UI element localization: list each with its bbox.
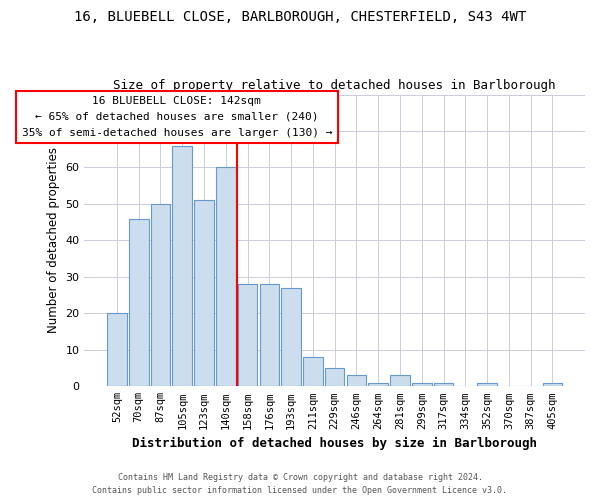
Bar (303, 357, 323, 386)
Bar (390, 376, 410, 386)
Y-axis label: Number of detached properties: Number of detached properties (47, 148, 60, 334)
Text: Contains HM Land Registry data © Crown copyright and database right 2024.
Contai: Contains HM Land Registry data © Crown c… (92, 474, 508, 495)
Bar (216, 168, 236, 386)
Bar (368, 382, 388, 386)
Bar (325, 368, 344, 386)
Bar (434, 382, 454, 386)
Bar (542, 382, 562, 386)
Bar (281, 288, 301, 386)
Bar (478, 382, 497, 386)
Bar (238, 284, 257, 386)
Bar (260, 284, 279, 386)
Text: 16 BLUEBELL CLOSE: 142sqm
← 65% of detached houses are smaller (240)
35% of semi: 16 BLUEBELL CLOSE: 142sqm ← 65% of detac… (22, 96, 332, 138)
Text: 16, BLUEBELL CLOSE, BARLBOROUGH, CHESTERFIELD, S43 4WT: 16, BLUEBELL CLOSE, BARLBOROUGH, CHESTER… (74, 10, 526, 24)
Bar (412, 382, 431, 386)
Bar (129, 218, 149, 386)
Title: Size of property relative to detached houses in Barlborough: Size of property relative to detached ho… (113, 79, 556, 92)
Bar (107, 314, 127, 386)
Bar (172, 146, 192, 386)
X-axis label: Distribution of detached houses by size in Barlborough: Distribution of detached houses by size … (132, 437, 537, 450)
Bar (347, 376, 366, 386)
Bar (151, 204, 170, 386)
Bar (194, 200, 214, 386)
